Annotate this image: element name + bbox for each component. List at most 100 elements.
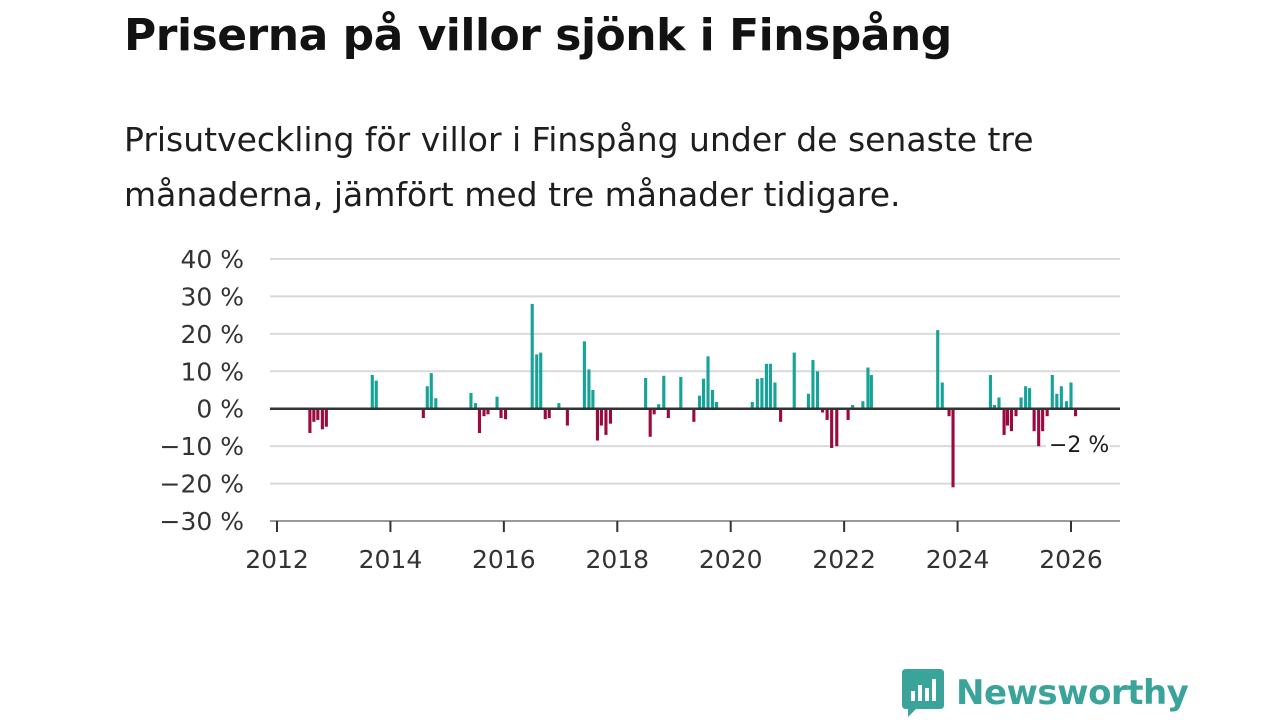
chart-title: Priserna på villor sjönk i Finspång (124, 10, 952, 61)
bar (543, 408, 547, 420)
bar (425, 386, 429, 409)
bar (503, 408, 508, 420)
bar (1073, 408, 1078, 417)
bar (644, 378, 648, 409)
x-tick-label: 2014 (359, 545, 423, 574)
bar (657, 404, 661, 409)
bar (608, 408, 613, 424)
bar (866, 367, 870, 409)
bar (312, 408, 316, 422)
bar (861, 401, 865, 409)
bar (701, 378, 706, 409)
bar (469, 392, 473, 409)
bar (714, 401, 719, 409)
bar (421, 408, 425, 419)
bar (764, 363, 769, 409)
bar (697, 395, 702, 409)
bar (811, 360, 815, 409)
bar (662, 375, 666, 409)
bar (1055, 393, 1059, 409)
y-tick-label: 10 % (180, 357, 244, 386)
bar (652, 408, 656, 415)
bar (547, 408, 551, 419)
bar (1069, 382, 1073, 409)
bar (1037, 408, 1041, 447)
bar (473, 403, 478, 409)
bar (482, 408, 486, 417)
bar (599, 408, 603, 426)
bar (936, 330, 940, 409)
gridlines (270, 258, 1120, 485)
brand-name: Newsworthy (956, 673, 1189, 713)
y-tick-label: 20 % (180, 320, 244, 349)
bar (1019, 397, 1023, 409)
bar (370, 375, 374, 409)
bar (604, 408, 608, 435)
x-tick-label: 2018 (585, 545, 649, 574)
bar (750, 401, 754, 409)
newsworthy-logo: Newsworthy (902, 668, 1189, 718)
bar (1002, 408, 1006, 435)
bar (711, 390, 715, 409)
bar (1009, 408, 1014, 432)
bar (530, 303, 534, 409)
y-tick-label: −10 % (160, 432, 244, 461)
bar (582, 341, 586, 409)
bar (997, 397, 1001, 409)
tick-labels: 40 % 30 % 20 % 10 % 0 % −10 % −20 % −30 %2012 20… (160, 245, 1103, 574)
bar (648, 408, 652, 437)
bar (1041, 408, 1045, 432)
bar (773, 382, 777, 409)
y-tick-label: 0 % (196, 395, 244, 424)
y-tick-label: −20 % (160, 470, 244, 499)
x-tick-label: 2026 (1039, 545, 1103, 574)
bar (535, 354, 539, 409)
bar (988, 375, 993, 409)
bar (666, 408, 670, 419)
bar (308, 408, 312, 434)
bar (760, 378, 764, 409)
bar (679, 376, 683, 409)
bar (495, 396, 499, 409)
bars (308, 303, 1078, 488)
bar (1059, 386, 1063, 409)
bar (595, 408, 599, 441)
bar (851, 404, 855, 409)
bar (951, 408, 955, 488)
bar (821, 408, 825, 413)
bar (1005, 408, 1010, 426)
bar (947, 408, 951, 417)
bar (499, 408, 503, 419)
bar (324, 408, 328, 427)
bar (591, 390, 595, 409)
x-tick-label: 2020 (699, 545, 763, 574)
bar (692, 408, 696, 422)
bar (1032, 408, 1036, 432)
bar (940, 382, 944, 409)
bar (806, 393, 810, 409)
bar (706, 356, 710, 409)
bar (1045, 408, 1049, 417)
x-tick-label: 2012 (245, 545, 309, 574)
bar (835, 408, 839, 447)
bar (320, 408, 324, 430)
bar (846, 408, 850, 420)
x-tick-label: 2024 (926, 545, 990, 574)
bar (815, 371, 820, 409)
bar (374, 380, 378, 409)
bar (1028, 388, 1032, 409)
bar (1014, 408, 1018, 417)
y-tick-label: 30 % (180, 282, 244, 311)
bar (587, 369, 591, 409)
bar (825, 408, 829, 420)
bar (557, 403, 561, 409)
x-tick-label: 2022 (812, 545, 876, 574)
bar (792, 352, 796, 409)
bar (869, 375, 873, 409)
bar (539, 352, 543, 409)
last-value-annotation: −2 % (1049, 433, 1109, 458)
x-tick-label: 2016 (472, 545, 536, 574)
bar (316, 408, 320, 420)
bar (779, 408, 783, 422)
